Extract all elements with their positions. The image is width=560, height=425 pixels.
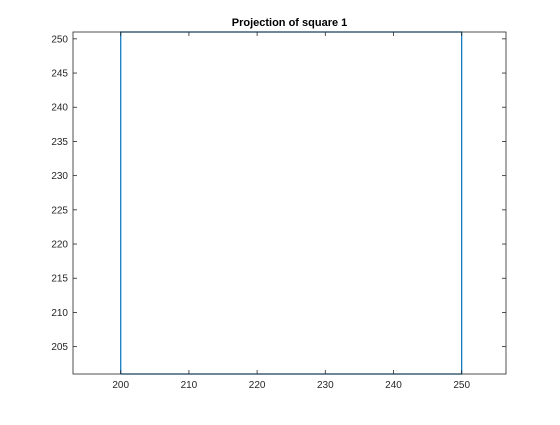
y-tick-label: 225 [51,205,68,216]
plot-area [73,32,506,374]
y-tick-label: 220 [51,240,68,251]
y-tick-label: 205 [51,342,68,353]
x-tick-label: 240 [385,380,402,391]
y-tick-label: 250 [51,34,68,45]
x-tick-label: 250 [453,380,470,391]
x-tick-label: 210 [181,380,198,391]
y-tick-label: 230 [51,171,68,182]
x-tick-label: 220 [249,380,266,391]
x-tick-label: 230 [317,380,334,391]
y-tick-label: 245 [51,69,68,80]
axes-box [72,31,507,375]
chart-title: Projection of square 1 [232,17,348,29]
x-tick-label: 200 [112,380,129,391]
y-tick-label: 210 [51,308,68,319]
y-tick-label: 240 [51,103,68,114]
y-tick-label: 235 [51,137,68,148]
y-tick-label: 215 [51,274,68,285]
